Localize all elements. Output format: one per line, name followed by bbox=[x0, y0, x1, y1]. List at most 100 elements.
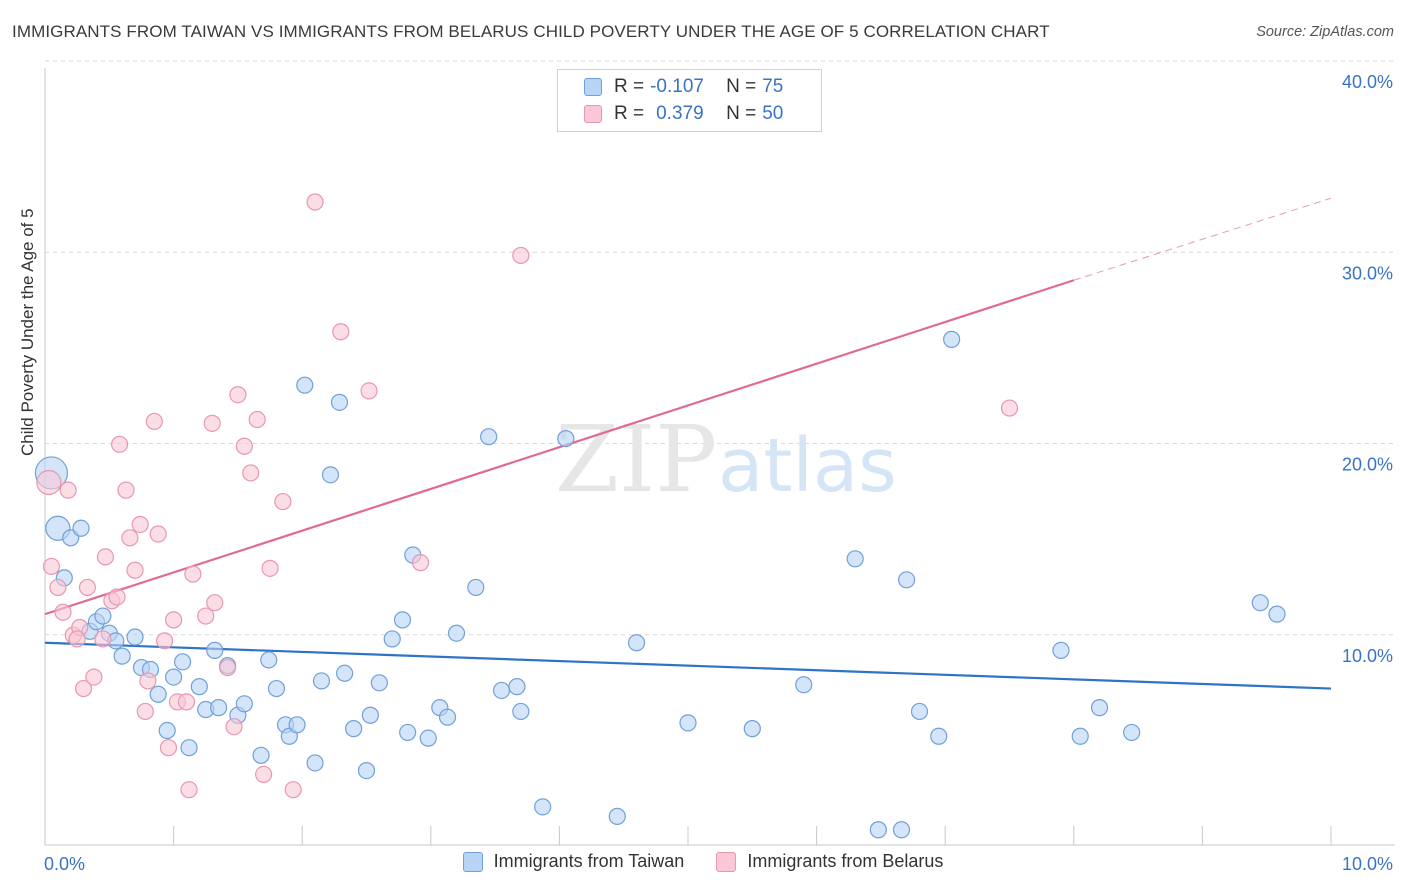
data-point-taiwan[interactable] bbox=[180, 739, 198, 757]
data-point-belarus[interactable] bbox=[49, 578, 67, 597]
data-point-taiwan[interactable] bbox=[235, 695, 253, 713]
data-point-taiwan[interactable] bbox=[330, 393, 349, 411]
data-point-belarus[interactable] bbox=[85, 668, 103, 686]
data-point-belarus[interactable] bbox=[159, 739, 178, 757]
data-point-taiwan[interactable] bbox=[252, 746, 270, 764]
data-point-belarus[interactable] bbox=[235, 437, 253, 455]
data-point-taiwan[interactable] bbox=[869, 821, 887, 839]
data-point-taiwan[interactable] bbox=[370, 674, 388, 692]
data-point-belarus[interactable] bbox=[136, 702, 154, 721]
data-point-belarus[interactable] bbox=[117, 481, 135, 499]
data-point-taiwan[interactable] bbox=[627, 634, 646, 652]
data-point-taiwan[interactable] bbox=[306, 754, 324, 772]
data-point-taiwan[interactable] bbox=[943, 330, 961, 348]
data-point-belarus[interactable] bbox=[284, 781, 302, 799]
data-point-belarus[interactable] bbox=[145, 412, 163, 431]
data-point-taiwan[interactable] bbox=[94, 607, 112, 625]
data-point-taiwan[interactable] bbox=[383, 630, 401, 648]
data-point-taiwan[interactable] bbox=[165, 668, 183, 686]
data-point-belarus[interactable] bbox=[225, 718, 243, 736]
data-point-taiwan[interactable] bbox=[296, 376, 314, 394]
data-point-taiwan[interactable] bbox=[910, 702, 929, 721]
data-point-taiwan[interactable] bbox=[892, 821, 911, 839]
data-point-taiwan[interactable] bbox=[534, 798, 552, 816]
data-point-taiwan[interactable] bbox=[438, 708, 457, 726]
data-point-taiwan[interactable] bbox=[512, 702, 530, 721]
data-point-taiwan[interactable] bbox=[149, 685, 167, 703]
data-point-belarus[interactable] bbox=[165, 611, 183, 629]
data-point-belarus[interactable] bbox=[261, 559, 279, 577]
data-point-belarus[interactable] bbox=[54, 603, 72, 621]
data-point-belarus[interactable] bbox=[197, 607, 215, 625]
data-point-belarus[interactable] bbox=[512, 246, 530, 265]
data-point-taiwan[interactable] bbox=[206, 641, 224, 659]
data-point-taiwan[interactable] bbox=[113, 647, 131, 665]
data-point-taiwan[interactable] bbox=[930, 727, 948, 745]
data-point-taiwan[interactable] bbox=[1123, 723, 1141, 742]
data-point-taiwan[interactable] bbox=[1268, 605, 1286, 623]
data-point-taiwan[interactable] bbox=[336, 664, 354, 682]
data-point-belarus[interactable] bbox=[242, 464, 260, 482]
data-point-belarus[interactable] bbox=[184, 565, 202, 583]
data-point-belarus[interactable] bbox=[219, 658, 237, 677]
data-point-belarus[interactable] bbox=[1000, 399, 1019, 417]
data-point-taiwan[interactable] bbox=[898, 571, 916, 589]
data-point-taiwan[interactable] bbox=[393, 611, 412, 629]
data-point-belarus[interactable] bbox=[229, 386, 247, 404]
data-point-taiwan[interactable] bbox=[190, 678, 208, 696]
data-point-belarus[interactable] bbox=[108, 588, 126, 606]
data-point-belarus[interactable] bbox=[121, 529, 139, 547]
data-point-belarus[interactable] bbox=[155, 632, 174, 650]
data-point-taiwan[interactable] bbox=[72, 519, 90, 537]
data-point-taiwan[interactable] bbox=[480, 428, 498, 446]
data-point-taiwan[interactable] bbox=[447, 624, 466, 642]
data-point-taiwan[interactable] bbox=[467, 578, 485, 597]
data-point-taiwan[interactable] bbox=[1251, 594, 1269, 612]
data-point-taiwan[interactable] bbox=[210, 699, 228, 717]
data-point-taiwan[interactable] bbox=[399, 723, 417, 742]
data-point-taiwan[interactable] bbox=[1052, 641, 1070, 659]
data-point-belarus[interactable] bbox=[68, 630, 86, 648]
data-point-belarus[interactable] bbox=[248, 410, 266, 429]
data-point-taiwan[interactable] bbox=[1071, 727, 1089, 745]
data-point-taiwan[interactable] bbox=[312, 672, 331, 690]
data-point-belarus[interactable] bbox=[206, 594, 224, 612]
data-point-taiwan[interactable] bbox=[321, 466, 340, 484]
data-point-taiwan[interactable] bbox=[357, 761, 376, 780]
data-point-belarus[interactable] bbox=[42, 557, 61, 576]
data-point-taiwan[interactable] bbox=[608, 807, 626, 825]
data-point-belarus[interactable] bbox=[94, 630, 112, 648]
data-point-belarus[interactable] bbox=[110, 435, 129, 453]
data-point-belarus[interactable] bbox=[411, 554, 430, 572]
data-point-taiwan[interactable] bbox=[361, 706, 379, 724]
data-point-taiwan[interactable] bbox=[158, 721, 176, 740]
data-point-belarus[interactable] bbox=[78, 578, 97, 597]
data-point-belarus[interactable] bbox=[203, 414, 221, 432]
data-point-taiwan[interactable] bbox=[557, 430, 575, 448]
data-point-taiwan[interactable] bbox=[288, 716, 306, 734]
data-point-belarus[interactable] bbox=[180, 781, 198, 799]
data-point-taiwan[interactable] bbox=[260, 651, 278, 669]
data-point-belarus[interactable] bbox=[96, 548, 115, 566]
data-point-taiwan[interactable] bbox=[846, 550, 864, 568]
data-point-belarus[interactable] bbox=[74, 679, 93, 698]
data-point-belarus[interactable] bbox=[131, 515, 149, 534]
data-point-taiwan[interactable] bbox=[345, 720, 363, 738]
data-point-belarus[interactable] bbox=[139, 672, 157, 690]
data-point-belarus[interactable] bbox=[255, 765, 273, 784]
data-point-taiwan[interactable] bbox=[174, 653, 192, 671]
data-point-taiwan[interactable] bbox=[492, 681, 511, 700]
data-point-belarus[interactable] bbox=[149, 525, 167, 543]
data-point-taiwan[interactable] bbox=[419, 729, 437, 747]
data-point-belarus[interactable] bbox=[306, 193, 324, 211]
data-point-taiwan[interactable] bbox=[795, 676, 813, 694]
data-point-belarus[interactable] bbox=[36, 469, 62, 496]
data-point-taiwan[interactable] bbox=[508, 678, 526, 696]
data-point-belarus[interactable] bbox=[274, 492, 292, 511]
data-point-belarus[interactable] bbox=[126, 561, 144, 579]
data-point-taiwan[interactable] bbox=[1090, 699, 1109, 717]
data-point-belarus[interactable] bbox=[332, 323, 350, 341]
data-point-belarus[interactable] bbox=[59, 481, 77, 499]
data-point-taiwan[interactable] bbox=[743, 720, 761, 738]
data-point-taiwan[interactable] bbox=[126, 628, 144, 646]
